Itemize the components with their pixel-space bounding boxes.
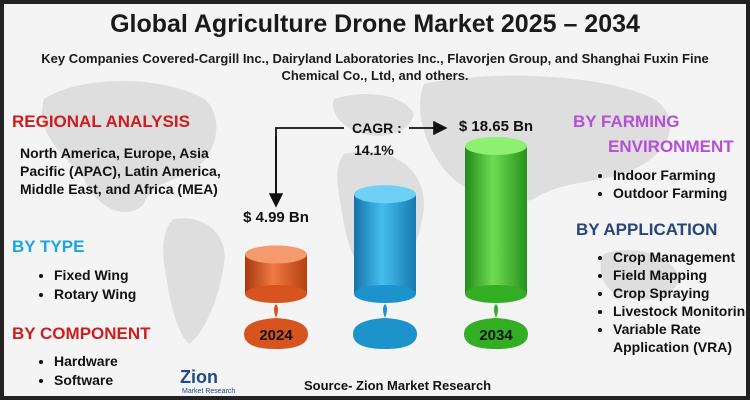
page-title: Global Agriculture Drone Market 2025 – 2… bbox=[110, 10, 640, 38]
page-subtitle: Key Companies Covered-Cargill Inc., Dair… bbox=[41, 51, 709, 83]
by-application-list: Crop Management Field Mapping Crop Spray… bbox=[593, 248, 746, 356]
bar-top bbox=[245, 245, 307, 264]
list-item: Rotary Wing bbox=[54, 285, 136, 304]
list-item: Fixed Wing bbox=[54, 266, 136, 285]
list-item: Crop Management bbox=[613, 248, 746, 266]
bar-base bbox=[245, 285, 307, 303]
list-item: Software bbox=[54, 371, 118, 390]
list-item: Crop Spraying bbox=[613, 284, 746, 302]
bar-top bbox=[465, 137, 527, 155]
value-label-0: $ 4.99 Bn bbox=[243, 209, 309, 226]
cagr-label: CAGR : bbox=[352, 120, 402, 136]
bar-body bbox=[465, 146, 527, 294]
source-note: Source- Zion Market Research bbox=[304, 378, 492, 393]
category-badge-1 bbox=[353, 304, 417, 349]
category-label-2: 2034 bbox=[479, 327, 513, 344]
regional-analysis-text: North America, Europe, Asia Pacific (APA… bbox=[20, 145, 221, 197]
bar-1 bbox=[354, 185, 416, 303]
bar-body bbox=[354, 194, 416, 294]
zion-logo: Zion Market Research bbox=[180, 367, 235, 395]
by-application-heading: BY APPLICATION bbox=[576, 220, 718, 239]
growth-arrow-up bbox=[275, 127, 344, 202]
bar-0 bbox=[245, 245, 307, 303]
category-badge-2: 2034 bbox=[464, 304, 528, 349]
list-item: Field Mapping bbox=[613, 266, 746, 284]
by-type-heading: BY TYPE bbox=[12, 237, 85, 256]
bar-base bbox=[354, 285, 416, 303]
by-farming-heading-line2: ENVIRONMENT bbox=[608, 137, 734, 156]
list-item: Outdoor Farming bbox=[613, 184, 727, 202]
bar-top bbox=[354, 185, 416, 204]
market-size-chart: 2024 2034 $ 4.99 Bn $ 18.65 Bn CAGR : 14.1% bbox=[243, 118, 533, 349]
list-item: Livestock Monitoring bbox=[613, 302, 746, 320]
category-label-0: 2024 bbox=[259, 327, 293, 344]
logo-sub: Market Research bbox=[182, 388, 235, 395]
logo-word: Zion bbox=[180, 367, 218, 387]
bar-2 bbox=[465, 137, 527, 303]
by-component-heading: BY COMPONENT bbox=[12, 324, 151, 343]
by-farming-list: Indoor Farming Outdoor Farming bbox=[593, 166, 727, 202]
value-label-2: $ 18.65 Bn bbox=[459, 118, 533, 135]
regional-analysis-heading: REGIONAL ANALYSIS bbox=[12, 112, 190, 131]
by-component-list: Hardware Software bbox=[34, 352, 118, 390]
bar-base bbox=[465, 285, 527, 303]
by-type-list: Fixed Wing Rotary Wing bbox=[34, 266, 136, 304]
by-farming-heading-line1: BY FARMING bbox=[573, 112, 680, 131]
category-badge-0: 2024 bbox=[244, 304, 308, 349]
list-item: Variable Rate Application (VRA) bbox=[613, 320, 746, 356]
list-item: Indoor Farming bbox=[613, 166, 727, 184]
cagr-value: 14.1% bbox=[354, 142, 394, 158]
list-item: Hardware bbox=[54, 352, 118, 371]
